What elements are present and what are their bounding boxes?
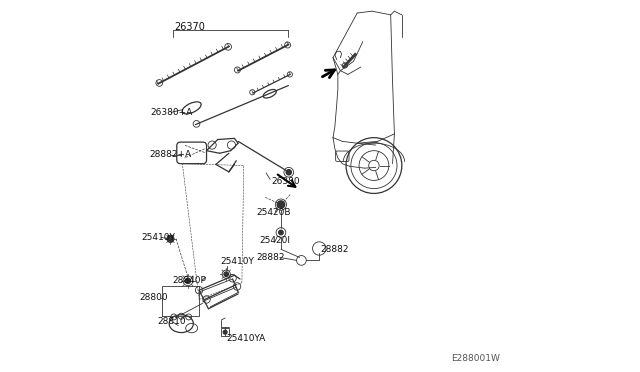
Circle shape: [277, 201, 285, 208]
Text: 25410Y: 25410Y: [141, 233, 175, 242]
Text: 25410Y: 25410Y: [221, 257, 255, 266]
Circle shape: [286, 170, 291, 175]
Text: 26370: 26370: [174, 22, 205, 32]
Text: 28840P: 28840P: [172, 276, 206, 285]
Text: 26380: 26380: [271, 177, 300, 186]
Text: 25420I: 25420I: [259, 236, 290, 245]
Text: 26380+A: 26380+A: [150, 108, 192, 117]
Bar: [221, 328, 229, 336]
Text: 25410YA: 25410YA: [227, 334, 266, 343]
Text: 28882: 28882: [257, 253, 285, 262]
Text: 28810: 28810: [157, 317, 186, 326]
Circle shape: [167, 235, 174, 242]
Circle shape: [278, 230, 283, 235]
Text: 28882: 28882: [320, 245, 349, 254]
Text: E288001W: E288001W: [452, 354, 500, 363]
Text: 25420B: 25420B: [256, 208, 291, 217]
Circle shape: [224, 272, 228, 276]
Circle shape: [223, 330, 227, 334]
Circle shape: [186, 278, 191, 283]
Text: 28800: 28800: [140, 293, 168, 302]
Text: 28882+A: 28882+A: [149, 150, 191, 159]
